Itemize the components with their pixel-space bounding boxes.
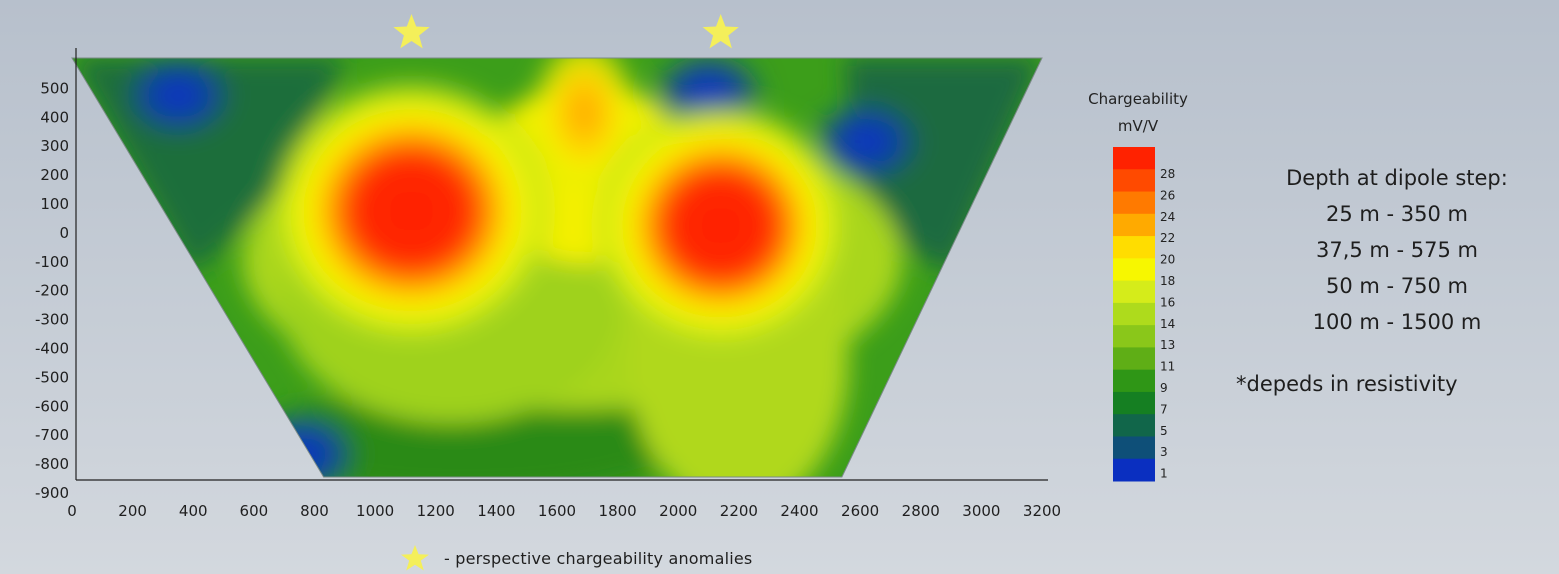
y-tick-label: 300: [40, 137, 69, 155]
colorbar-band: [1113, 258, 1155, 282]
depth-line-4: 100 m - 1500 m: [1312, 310, 1482, 334]
legend-note: - perspective chargeability anomalies: [400, 545, 753, 571]
x-tick-label: 1200: [417, 502, 455, 520]
colorbar-label: 22: [1160, 231, 1175, 245]
y-tick-label: 0: [59, 224, 69, 242]
anomaly-1: [266, 76, 557, 347]
section-fill: [72, 58, 1042, 477]
y-tick-label: 100: [40, 195, 69, 213]
colorbar-band: [1113, 280, 1155, 304]
y-tick-label: -100: [35, 253, 69, 271]
depth-panel-title: Depth at dipole step:: [1286, 166, 1508, 190]
x-tick-label: 600: [240, 502, 269, 520]
colorbar-band: [1113, 169, 1155, 193]
colorbar-label: 28: [1160, 167, 1175, 181]
colorbar-band: [1113, 236, 1155, 259]
colorbar-band: [1113, 369, 1155, 393]
colorbar-band: [1113, 414, 1155, 437]
colorbar-label: 9: [1160, 381, 1168, 395]
section-field: [72, 58, 1042, 477]
depth-line-2: 37,5 m - 575 m: [1315, 238, 1479, 262]
y-tick-label: -400: [35, 340, 69, 358]
axes: 0 200 400 600 800 1000 1200 1400 1600 1800 2000 220…: [35, 48, 1061, 520]
x-tick-label: 400: [179, 502, 208, 520]
y-tick-label: -300: [35, 311, 69, 329]
colorbar-band: [1113, 147, 1155, 170]
depth-panel: Depth at dipole step: 25 m - 350 m 37,5 …: [1232, 160, 1559, 340]
x-tick-label: 2600: [841, 502, 879, 520]
colorbar-label: 16: [1160, 295, 1175, 309]
depth-line-3: 50 m - 750 m: [1326, 274, 1468, 298]
colorbar-label: 18: [1160, 274, 1175, 288]
colorbar-band: [1113, 458, 1155, 482]
colorbar-band: [1113, 436, 1155, 460]
colorbar-label: 7: [1160, 402, 1168, 416]
colorbar-band: [1113, 347, 1155, 371]
low-zone-2: [118, 58, 239, 141]
anomaly-peak: [529, 58, 640, 193]
y-tick-label: -700: [35, 426, 69, 444]
colorbar-title: Chargeability: [1088, 90, 1188, 108]
star-icon: [702, 14, 739, 49]
x-tick-label: 800: [300, 502, 329, 520]
colorbar-band: [1113, 213, 1155, 237]
colorbar-label: 14: [1160, 317, 1175, 331]
low-zone-3: [242, 408, 363, 477]
colorbar-label: 3: [1160, 445, 1168, 459]
colorbar-band: [1113, 325, 1155, 348]
y-tick-label: 500: [40, 79, 69, 97]
colorbar-band: [1113, 391, 1155, 415]
y-tick-label: -200: [35, 282, 69, 300]
y-tick-label: -800: [35, 455, 69, 473]
colorbar-label: 11: [1160, 360, 1175, 374]
resistivity-note: *depeds in resistivity: [1236, 372, 1458, 396]
x-tick-label: 1800: [599, 502, 637, 520]
colorbar-band: [1113, 191, 1155, 215]
section-outline: [71, 57, 1043, 478]
star-icon: [401, 545, 429, 571]
y-tick-label: -900: [35, 484, 69, 502]
y-tick-label: -500: [35, 368, 69, 386]
low-zone-1: [806, 96, 927, 187]
colorbar-unit: mV/V: [1118, 117, 1159, 135]
x-tick-label: 3200: [1023, 502, 1061, 520]
x-tick-label: 2000: [659, 502, 697, 520]
section-heatmap: [71, 57, 1043, 478]
x-tick-label: 3000: [962, 502, 1000, 520]
anomaly-2: [590, 100, 851, 351]
depth-line-1: 25 m - 350 m: [1326, 202, 1468, 226]
anomaly-markers: [393, 14, 739, 49]
y-tick-label: 400: [40, 108, 69, 126]
star-icon: [393, 14, 430, 49]
colorbar: Chargeability mV/V 282624222018161413119…: [1088, 90, 1188, 482]
x-tick-label: 2200: [720, 502, 758, 520]
x-tick-label: 200: [118, 502, 147, 520]
y-tick-label: -600: [35, 397, 69, 415]
x-tick-label: 1400: [477, 502, 515, 520]
colorbar-label: 20: [1160, 253, 1175, 267]
colorbar-label: 24: [1160, 210, 1175, 224]
colorbar-label: 5: [1160, 424, 1168, 438]
colorbar-label: 13: [1160, 338, 1175, 352]
x-tick-label: 0: [67, 502, 77, 520]
y-tick-label: 200: [40, 166, 69, 184]
x-tick-label: 2400: [780, 502, 818, 520]
colorbar-label: 26: [1160, 188, 1175, 202]
x-tick-label: 2800: [902, 502, 940, 520]
legend-note-text: - perspective chargeability anomalies: [444, 548, 753, 568]
x-tick-label: 1000: [356, 502, 394, 520]
colorbar-label: 1: [1160, 467, 1168, 481]
colorbar-band: [1113, 302, 1155, 326]
x-tick-label: 1600: [538, 502, 576, 520]
